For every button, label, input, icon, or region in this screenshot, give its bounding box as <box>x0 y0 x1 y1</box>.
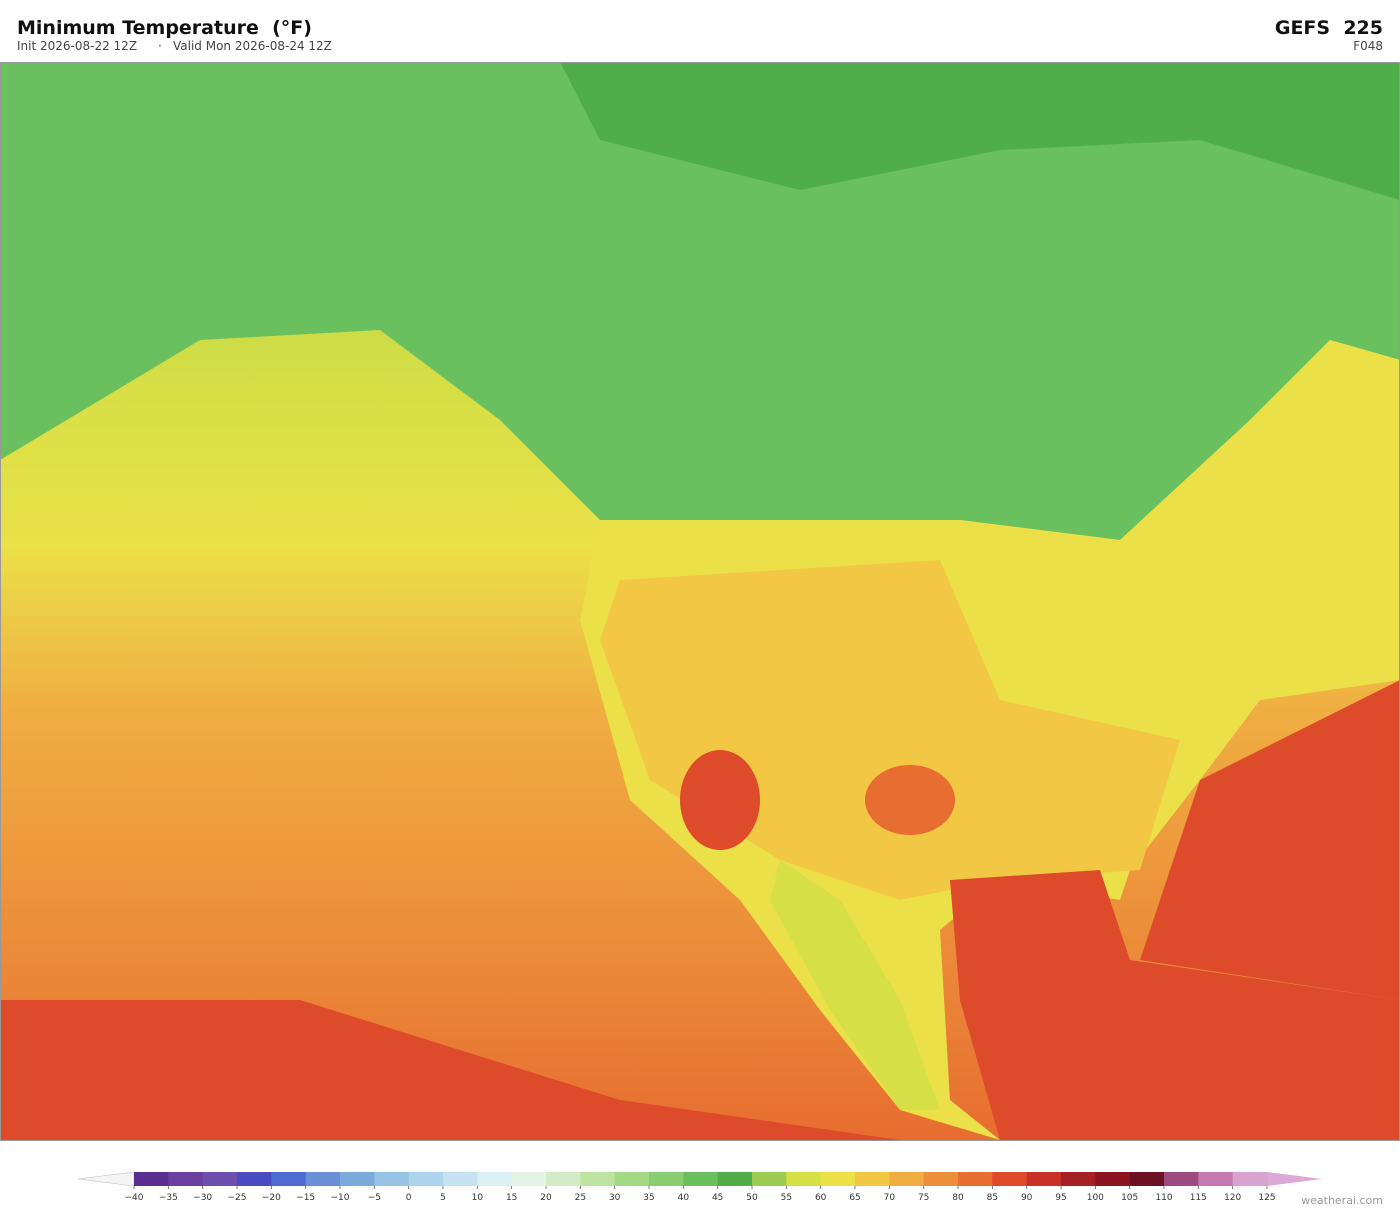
colorbar-segment <box>855 1172 890 1186</box>
colorbar-segment <box>168 1172 204 1186</box>
colorbar-over <box>1267 1172 1322 1186</box>
colorbar-tick-label: −35 <box>159 1193 178 1203</box>
separator: · <box>158 39 162 53</box>
colorbar-tick-label: −5 <box>368 1193 381 1203</box>
colorbar-segment <box>752 1172 787 1186</box>
colorbar-segment <box>1129 1172 1165 1186</box>
colorbar-tick-label: 85 <box>987 1193 998 1203</box>
colorbar-segment <box>820 1172 856 1186</box>
colorbar-segment <box>134 1172 169 1186</box>
colorbar-tick-label: 110 <box>1155 1193 1172 1203</box>
colorbar-segment <box>1198 1172 1234 1186</box>
colorbar-segment <box>443 1172 478 1186</box>
northern-land <box>0 62 1400 540</box>
colorbar-segment <box>477 1172 513 1186</box>
colorbar: −40 −35 −30 −25 −20 −15 −10 −5 0 5 10 15 20 25 30 35 40 4… <box>77 1171 1322 1203</box>
colorbar-tick-label: −20 <box>262 1193 281 1203</box>
colorbar-tick-label: 30 <box>609 1193 621 1203</box>
colorbar-segment <box>992 1172 1028 1186</box>
colorbar-tick-label: 40 <box>678 1193 690 1203</box>
colorbar-tick-label: 50 <box>746 1193 758 1203</box>
colorbar-under <box>77 1171 135 1187</box>
colorbar-tick-label: 100 <box>1087 1193 1104 1203</box>
colorbar-tick-label: 35 <box>643 1193 654 1203</box>
forecast-hour: F048 <box>1353 39 1383 53</box>
colorbar-tick-label: 10 <box>472 1193 484 1203</box>
gulf <box>950 870 1400 1140</box>
colorbar-segment <box>1232 1172 1268 1186</box>
map <box>0 62 1400 1141</box>
colorbar-segment <box>786 1172 822 1186</box>
colorbar-segment <box>271 1172 307 1186</box>
colorbar-tick-label: 75 <box>918 1193 929 1203</box>
colorbar-tick-label: 25 <box>575 1193 586 1203</box>
colorbar-segment <box>580 1172 616 1186</box>
colorbar-tick-label: 115 <box>1190 1193 1207 1203</box>
colorbar-tick-label: 5 <box>440 1193 446 1203</box>
colorbar-tick-label: 70 <box>884 1193 896 1203</box>
colorbar-segment <box>958 1172 993 1186</box>
colorbar-segment <box>305 1172 341 1186</box>
init-time: Init 2026-08-22 12Z <box>17 39 137 53</box>
colorbar-tick-label: 80 <box>952 1193 964 1203</box>
colorbar-segment <box>374 1172 410 1186</box>
colorbar-segment <box>340 1172 375 1186</box>
pacific-warm <box>0 1000 900 1140</box>
colorbar-segment <box>1095 1172 1131 1186</box>
colorbar-tick-label: 105 <box>1121 1193 1138 1203</box>
colorbar-segment <box>408 1172 444 1186</box>
arctic <box>560 62 1400 200</box>
mexico-highlands <box>770 860 940 1110</box>
colorbar-tick-label: −10 <box>331 1193 350 1203</box>
colorbar-segment <box>546 1172 581 1186</box>
colorbar-segment <box>1026 1172 1062 1186</box>
colorbar-segment <box>717 1172 753 1186</box>
colorbar-tick-label: 65 <box>849 1193 860 1203</box>
colorbar-tick-label: −40 <box>125 1193 144 1203</box>
colorbar-segment <box>649 1172 684 1186</box>
atlantic-warm <box>1140 680 1400 1000</box>
colorbar-tick-label: 60 <box>815 1193 827 1203</box>
colorbar-tick-label: 20 <box>540 1193 552 1203</box>
colorbar-segment <box>889 1172 925 1186</box>
colorbar-tick-label: 125 <box>1258 1193 1275 1203</box>
valid-time: Valid Mon 2026-08-24 12Z <box>173 39 332 53</box>
colorbar-segment <box>1061 1172 1096 1186</box>
colorbar-tick-label: 55 <box>781 1193 792 1203</box>
colorbar-tick-label: −25 <box>228 1193 247 1203</box>
watermark: weatherai.com <box>1301 1194 1383 1207</box>
colorbar-tick-label: 0 <box>406 1193 412 1203</box>
colorbar-segment <box>511 1172 547 1186</box>
model: GEFS 225 <box>1275 17 1383 39</box>
colorbar-tick-label: 90 <box>1021 1193 1033 1203</box>
colorbar-segment <box>923 1172 959 1186</box>
colorbar-segment <box>614 1172 650 1186</box>
colorbar-segment <box>237 1172 272 1186</box>
colorbar-tick-label: 45 <box>712 1193 723 1203</box>
hot-spot <box>865 765 955 835</box>
title: Minimum Temperature (°F) <box>17 17 312 39</box>
colorbar-tick-label: −30 <box>193 1193 212 1203</box>
colorbar-segment <box>202 1172 238 1186</box>
colorbar-segment <box>683 1172 719 1186</box>
colorbar-tick-label: −15 <box>296 1193 315 1203</box>
hot-spot <box>680 750 760 850</box>
colorbar-tick-label: 95 <box>1055 1193 1066 1203</box>
colorbar-tick-label: 15 <box>506 1193 517 1203</box>
colorbar-segment <box>1164 1172 1199 1186</box>
colorbar-tick-label: 120 <box>1224 1193 1241 1203</box>
